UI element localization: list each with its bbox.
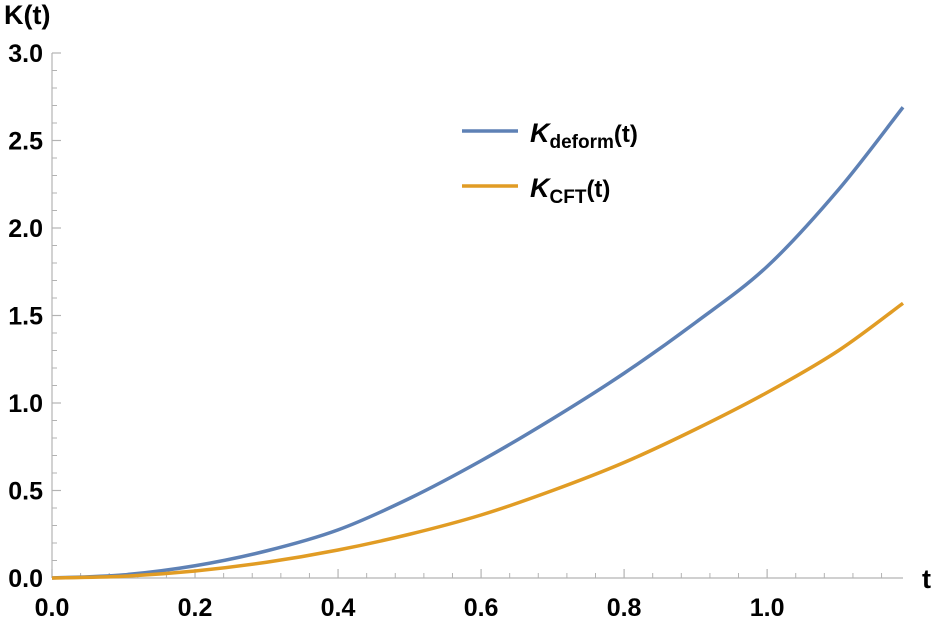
series-lines bbox=[51, 106, 905, 580]
legend-label-cft: KCFT(t) bbox=[530, 173, 610, 208]
y-tick-label: 2.5 bbox=[8, 128, 43, 156]
legend-item-cft: KCFT(t) bbox=[462, 173, 610, 208]
x-tick-label: 1.0 bbox=[750, 594, 785, 622]
legend-item-deform: Kdeform(t) bbox=[462, 118, 638, 153]
y-tick-label: 2.0 bbox=[8, 215, 43, 243]
y-tick-label: 3.0 bbox=[8, 40, 43, 68]
legend: Kdeform(t) KCFT(t) bbox=[462, 118, 638, 208]
series-line-deform bbox=[51, 106, 905, 580]
series-line-cft bbox=[51, 301, 905, 580]
x-tick-label: 0.6 bbox=[464, 594, 499, 622]
ticks: 0.0 0.2 0.4 0.6 0.8 1.0 0.0 0.5 1.0 1.5 2.0 2.5 3.0 bbox=[8, 40, 883, 622]
y-tick-label: 1.0 bbox=[8, 390, 43, 418]
y-tick-label: 0.5 bbox=[8, 478, 43, 506]
y-tick-label: 1.5 bbox=[8, 303, 43, 331]
x-tick-label: 0.8 bbox=[607, 594, 642, 622]
x-tick-label: 0.0 bbox=[35, 594, 70, 622]
x-tick-label: 0.4 bbox=[321, 594, 356, 622]
y-tick-label: 0.0 bbox=[8, 565, 43, 593]
x-axis-label: t bbox=[922, 564, 931, 594]
y-axis-label: K(t) bbox=[4, 0, 50, 30]
legend-label-deform: Kdeform(t) bbox=[530, 118, 638, 153]
x-tick-label: 0.2 bbox=[178, 594, 213, 622]
